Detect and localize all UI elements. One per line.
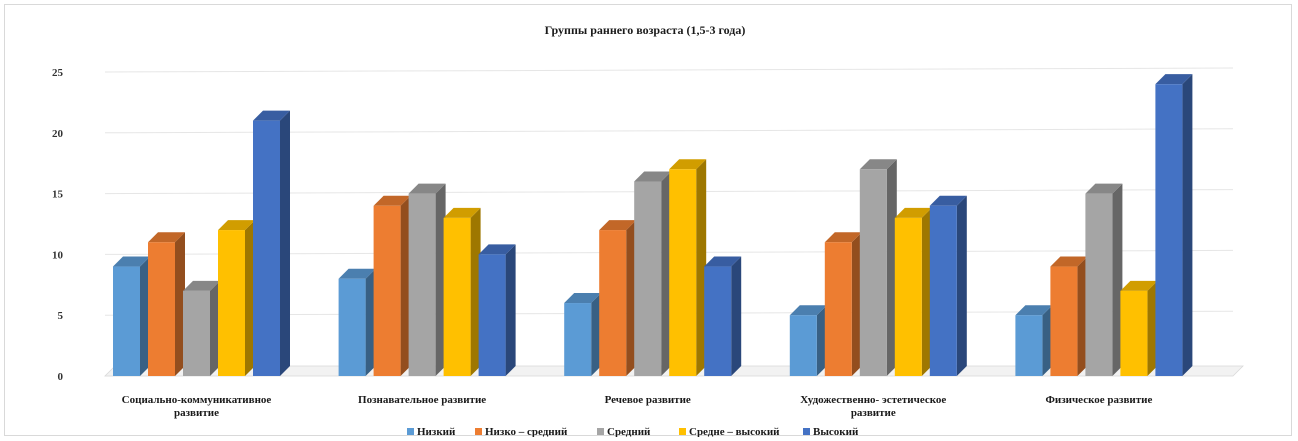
bar bbox=[599, 220, 637, 376]
bar bbox=[1120, 280, 1158, 376]
bar bbox=[338, 268, 376, 376]
legend-swatch bbox=[475, 428, 482, 435]
legend-label: Низко – средний bbox=[485, 426, 568, 437]
x-tick-label: Художественно- эстетическое развитие bbox=[800, 394, 946, 419]
legend-swatch bbox=[407, 428, 414, 435]
legend-swatch bbox=[679, 428, 686, 435]
bar bbox=[929, 195, 967, 376]
bar bbox=[1085, 183, 1123, 376]
bar bbox=[1015, 305, 1053, 376]
bar bbox=[894, 207, 932, 376]
legend-item: Низко – средний bbox=[475, 426, 568, 437]
y-tick-label: 20 bbox=[52, 128, 64, 140]
legend-label: Средний bbox=[607, 426, 651, 437]
bar bbox=[183, 280, 220, 376]
bars bbox=[113, 74, 1193, 376]
bar bbox=[218, 220, 255, 376]
bar bbox=[1050, 256, 1088, 376]
bar bbox=[443, 207, 481, 376]
y-tick-label: 25 bbox=[52, 67, 64, 79]
y-axis: 0 5 10 15 20 25 bbox=[52, 67, 64, 383]
y-tick-label: 5 bbox=[58, 310, 64, 322]
gridline bbox=[104, 67, 1234, 73]
y-tick-label: 0 bbox=[58, 371, 64, 383]
y-tick-label: 15 bbox=[52, 189, 64, 201]
bar bbox=[113, 256, 150, 376]
bar bbox=[564, 293, 602, 376]
x-axis: Социально-коммуникативное развитие Познава… bbox=[122, 394, 1153, 419]
bar bbox=[253, 110, 290, 376]
legend-swatch bbox=[803, 428, 810, 435]
bar bbox=[373, 195, 411, 376]
bar bbox=[704, 256, 742, 376]
x-tick-label: Социально-коммуникативное развитие bbox=[122, 394, 272, 419]
x-tick-label: Познавательное развитие bbox=[358, 394, 486, 406]
bar bbox=[478, 244, 516, 376]
bar bbox=[824, 232, 862, 376]
legend-label: Высокий bbox=[813, 426, 859, 437]
bar bbox=[789, 305, 827, 376]
bar bbox=[148, 232, 185, 376]
bar bbox=[859, 159, 897, 376]
bar bbox=[669, 159, 707, 376]
legend: Низкий Низко – средний Средний Средне – выс… bbox=[407, 426, 859, 437]
bar bbox=[1155, 74, 1193, 376]
legend-item: Средний bbox=[597, 426, 651, 437]
legend-label: Средне – высокий bbox=[689, 426, 780, 437]
legend-item: Низкий bbox=[407, 426, 456, 437]
gridline bbox=[104, 128, 1234, 134]
legend-item: Средне – высокий bbox=[679, 426, 780, 437]
x-tick-label: Речевое развитие bbox=[605, 394, 691, 406]
legend-item: Высокий bbox=[803, 426, 859, 437]
bar bbox=[408, 183, 446, 376]
bar bbox=[634, 171, 672, 376]
legend-swatch bbox=[597, 428, 604, 435]
y-tick-label: 10 bbox=[52, 249, 64, 261]
chart-title: Группы раннего возраста (1,5-3 года) bbox=[545, 23, 746, 37]
chart-frame: Группы раннего возраста (1,5-3 года) 0 5 1… bbox=[4, 4, 1292, 437]
bar-chart: Группы раннего возраста (1,5-3 года) 0 5 1… bbox=[52, 23, 1244, 437]
x-tick-label: Физическое развитие bbox=[1045, 394, 1152, 406]
legend-label: Низкий bbox=[417, 426, 456, 437]
